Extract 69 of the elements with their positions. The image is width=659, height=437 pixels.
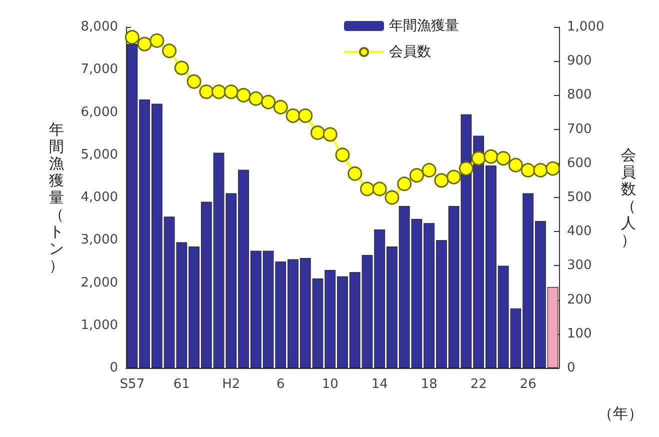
point xyxy=(384,190,400,205)
point xyxy=(496,151,511,166)
text: 年間漁獲量（トン） xyxy=(49,120,64,274)
y2-tick-label: 200 xyxy=(567,292,592,308)
y2-tick-label: 800 xyxy=(567,88,592,103)
point xyxy=(533,162,548,178)
x-tick-label: 18 xyxy=(420,377,438,392)
point xyxy=(434,173,449,188)
x-tick-label: 61 xyxy=(173,377,190,392)
point xyxy=(335,148,350,162)
point xyxy=(360,182,374,196)
y2-tick-label: 300 xyxy=(567,258,592,274)
point xyxy=(409,168,424,183)
point xyxy=(422,162,436,178)
point xyxy=(372,182,387,196)
point xyxy=(199,84,214,100)
point xyxy=(273,100,288,114)
point xyxy=(508,158,523,172)
y-tick-label: 5,000 xyxy=(80,147,118,162)
point xyxy=(174,60,189,76)
y-tick-label: 6,000 xyxy=(80,104,118,120)
point xyxy=(224,84,238,100)
point xyxy=(137,36,152,52)
y2-tick-label: 400 xyxy=(567,224,592,240)
point xyxy=(124,30,140,44)
y-tick-label: 2,000 xyxy=(80,275,118,290)
y2-tick-label: 900 xyxy=(567,54,592,69)
point xyxy=(248,91,264,106)
y-tick-label: 0 xyxy=(110,360,118,376)
x-tick-label: H2 xyxy=(222,377,240,392)
point xyxy=(261,94,276,110)
legend-label: 年間漁獲量 xyxy=(389,18,459,34)
x-tick-label: 10 xyxy=(322,377,338,392)
point xyxy=(348,166,362,181)
y2-tick-label: 600 xyxy=(567,156,592,171)
y-tick-label: 4,000 xyxy=(80,190,118,205)
y-tick-label: 7,000 xyxy=(80,62,118,78)
point xyxy=(286,108,300,123)
y2-axis-title: 会員数（人） xyxy=(621,146,636,249)
point xyxy=(298,108,313,123)
point xyxy=(236,88,251,102)
text: （年） xyxy=(598,404,643,422)
point xyxy=(212,84,226,100)
legend-label: 会員数 xyxy=(389,44,431,60)
x-tick-label: 26 xyxy=(520,377,536,392)
y-tick-label: 8,000 xyxy=(80,20,118,34)
point xyxy=(397,176,412,192)
point xyxy=(162,44,177,58)
point xyxy=(186,74,202,89)
y2-tick-label: 100 xyxy=(567,326,592,342)
point xyxy=(446,170,462,184)
x-tick-label: 6 xyxy=(276,377,285,392)
point xyxy=(150,33,164,48)
y2-tick-label: 1,000 xyxy=(567,20,604,34)
point xyxy=(484,149,498,164)
y2-tick-label: 700 xyxy=(567,122,592,137)
point xyxy=(520,162,536,178)
y-tick-label: 3,000 xyxy=(80,232,118,248)
point xyxy=(471,151,486,166)
point xyxy=(310,125,326,140)
point xyxy=(546,161,560,176)
point xyxy=(458,161,474,176)
x-tick-label: 14 xyxy=(371,377,388,392)
x-tick-label: 22 xyxy=(470,377,487,392)
y-tick-label: 1,000 xyxy=(80,318,118,333)
point xyxy=(322,127,338,142)
y2-tick-label: 0 xyxy=(567,360,576,376)
y2-tick-label: 500 xyxy=(567,190,592,205)
x-tick-label: S57 xyxy=(120,377,145,392)
